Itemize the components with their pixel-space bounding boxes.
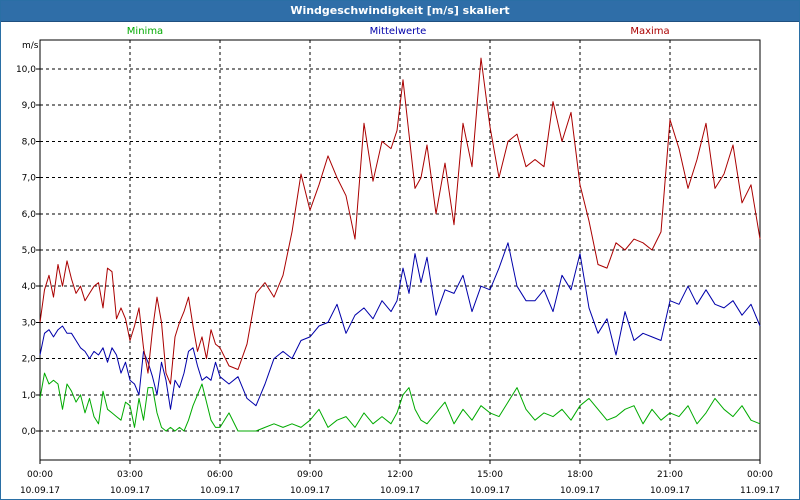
x-tick-time-label: 06:00	[207, 470, 233, 480]
y-tick-label: 10,0	[16, 65, 36, 75]
y-tick-label: 8,0	[22, 137, 37, 147]
y-tick-label: 4,0	[22, 282, 37, 292]
y-tick-label: 1,0	[22, 391, 37, 401]
chart-title-bar: Windgeschwindigkeit [m/s] skaliert	[1, 1, 799, 22]
x-tick-date-label: 10.09.17	[560, 486, 600, 496]
x-tick-time-label: 15:00	[477, 470, 503, 480]
series-line-minima	[39, 372, 761, 432]
legend-item-mittelwerte: Mittelwerte	[370, 26, 427, 37]
chart-title: Windgeschwindigkeit [m/s] skaliert	[290, 4, 510, 17]
x-tick-time-label: 00:00	[27, 470, 53, 480]
x-tick-time-label: 00:00	[747, 470, 773, 480]
x-tick-time-label: 03:00	[117, 470, 143, 480]
x-tick-date-label: 10.09.17	[20, 486, 60, 496]
x-tick-date-label: 11.09.17	[740, 486, 780, 496]
x-tick-date-label: 10.09.17	[650, 486, 690, 496]
y-tick-label: 5,0	[22, 246, 37, 256]
series-line-mittelwerte	[39, 242, 761, 410]
x-tick-date-label: 10.09.17	[290, 486, 330, 496]
x-tick-date-label: 10.09.17	[380, 486, 420, 496]
legend-item-minima: Minima	[127, 26, 163, 37]
y-tick-label: 6,0	[22, 210, 37, 220]
y-tick-label: 9,0	[22, 101, 37, 111]
x-tick-date-label: 10.09.17	[110, 486, 150, 496]
x-tick-date-label: 10.09.17	[200, 486, 240, 496]
x-tick-date-label: 10.09.17	[470, 486, 510, 496]
legend-item-maxima: Maxima	[630, 26, 669, 37]
y-tick-label: 2,0	[22, 355, 37, 365]
y-tick-label: 3,0	[22, 318, 37, 328]
x-tick-time-label: 12:00	[387, 470, 413, 480]
x-axis: 00:00 10.09.17 03:00 10.09.17 06:00 10.09.17 0…	[20, 460, 780, 496]
series-lines	[39, 57, 761, 432]
y-tick-label: 0,0	[22, 427, 37, 437]
x-tick-time-label: 09:00	[297, 470, 323, 480]
y-tick-label: 7,0	[22, 174, 37, 184]
y-axis: 0,0 1,0 2,0 3,0 4,0 5,0 6,0 7,0 8,0 9,0 10,0 m/s	[16, 41, 40, 437]
x-tick-time-label: 18:00	[567, 470, 593, 480]
x-tick-time-label: 21:00	[657, 470, 683, 480]
series-line-maxima	[39, 57, 761, 385]
y-axis-unit-label: m/s	[22, 41, 39, 51]
legend: Minima Mittelwerte Maxima	[127, 26, 670, 37]
